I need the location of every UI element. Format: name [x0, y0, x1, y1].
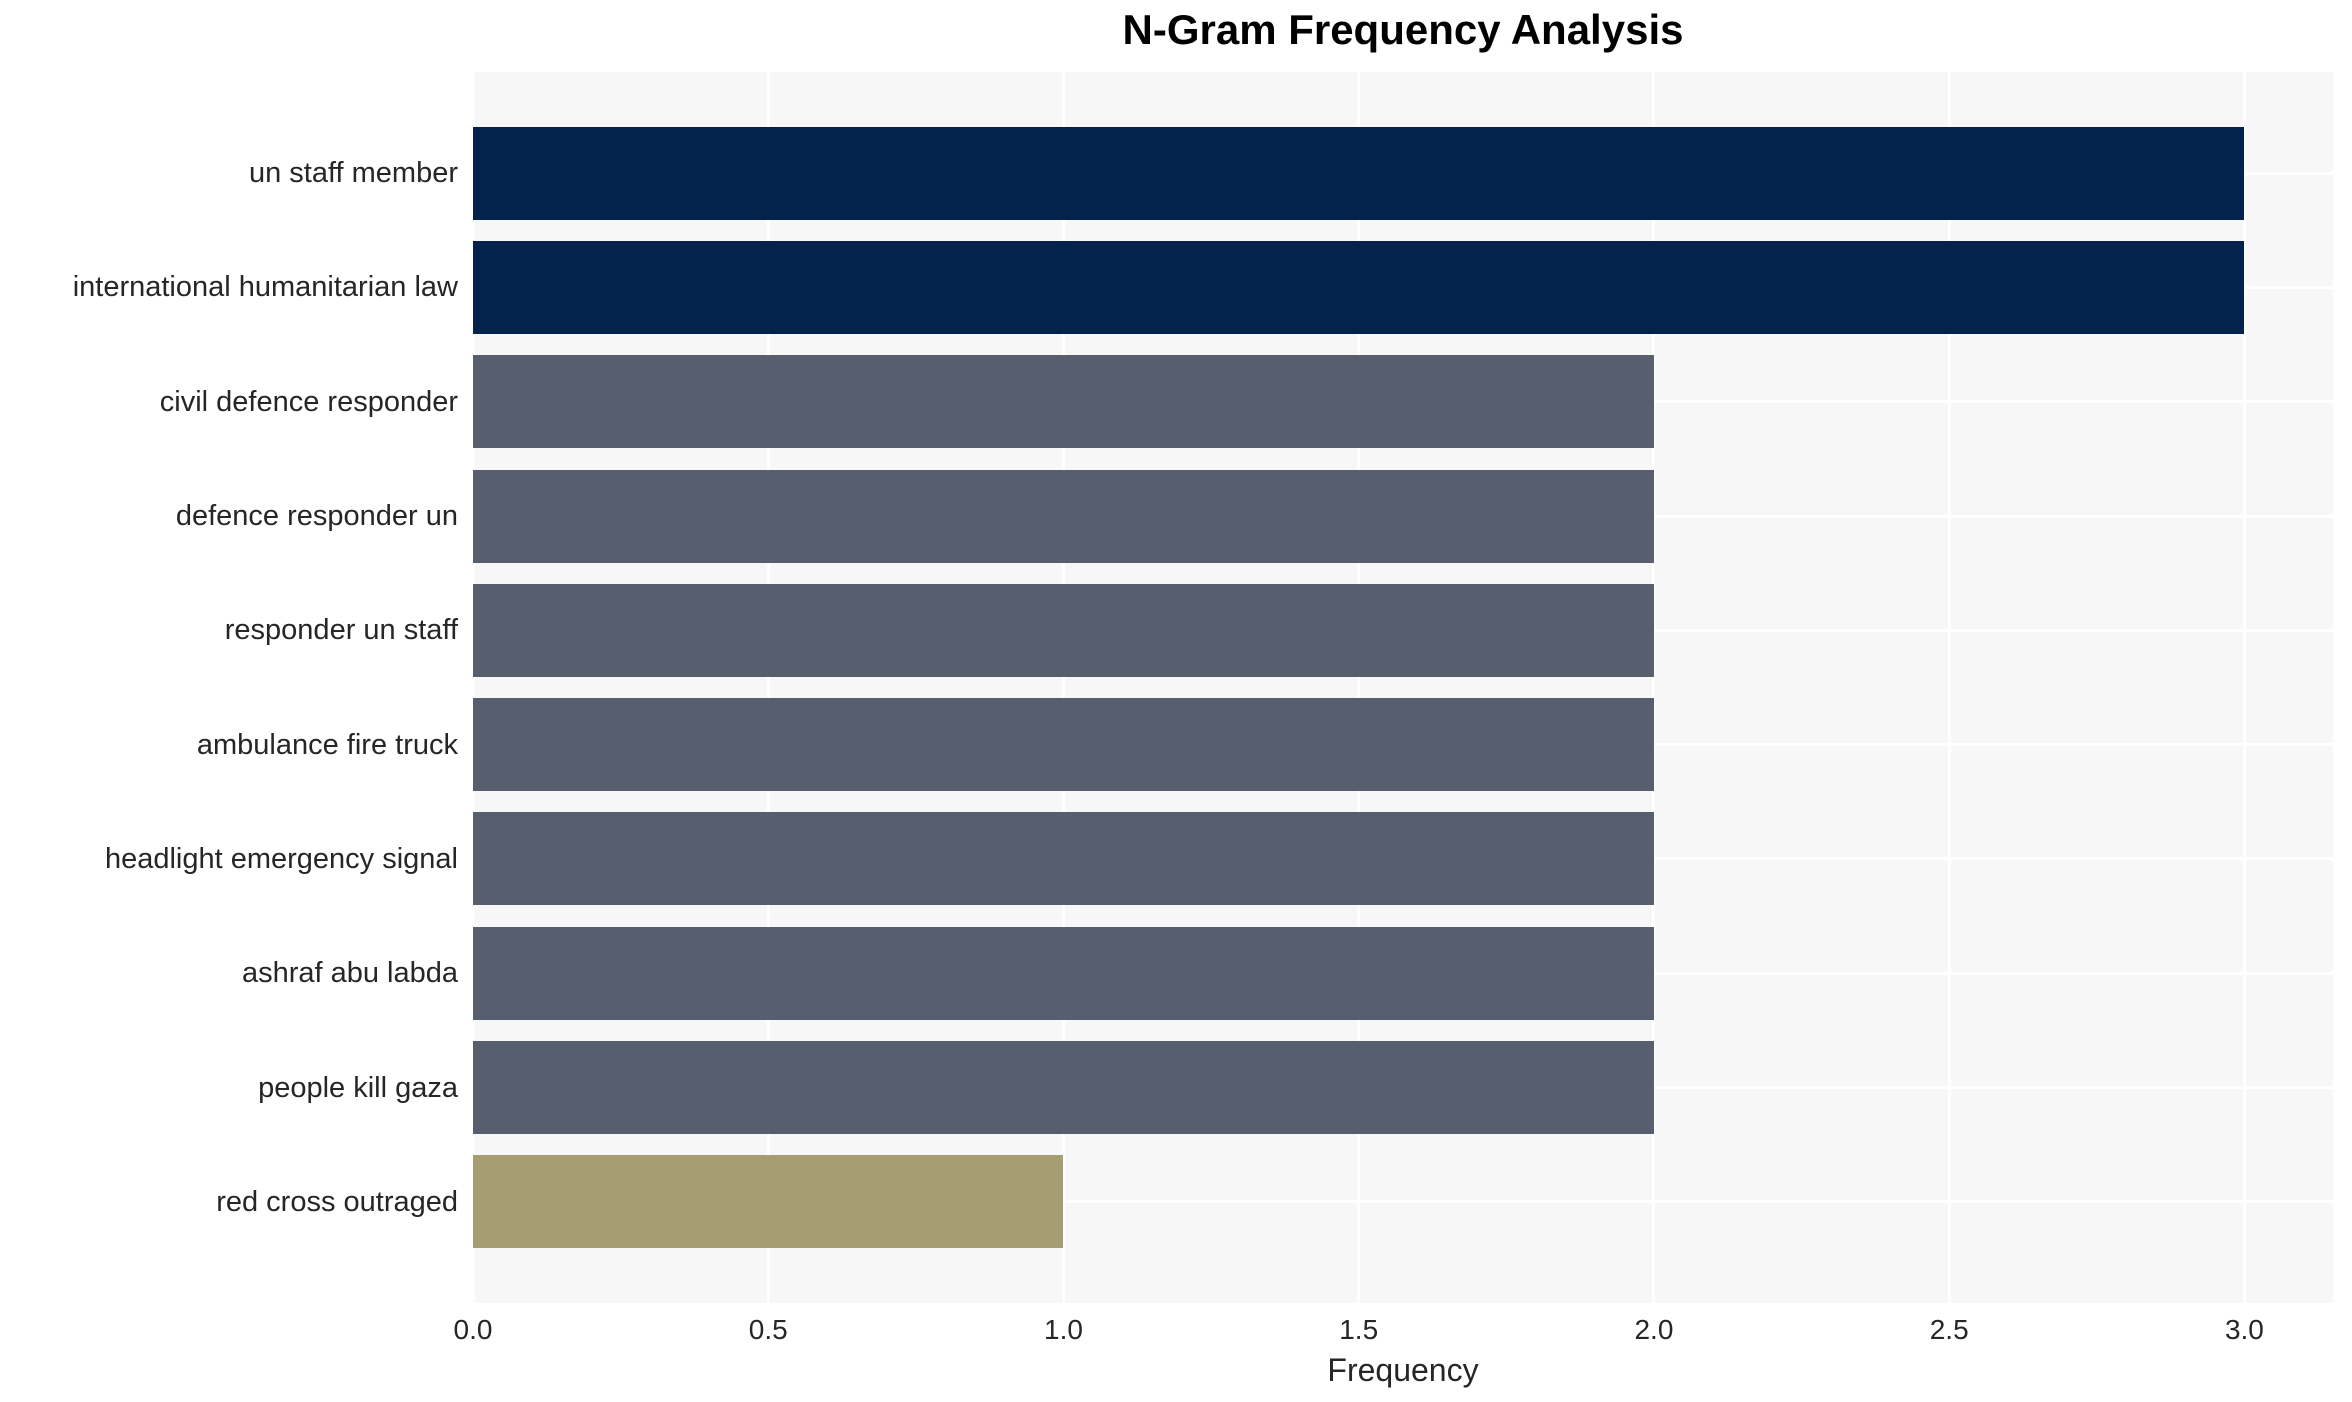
- bar-ashraf-abu-labda: [473, 927, 1654, 1020]
- x-tick-label: 2.0: [1634, 1314, 1674, 1345]
- bar-headlight-emergency-signal: [473, 812, 1654, 905]
- y-category-label: defence responder un: [175, 500, 458, 532]
- bar-red-cross-outraged: [473, 1155, 1063, 1248]
- x-gridline: [1948, 72, 1951, 1303]
- bar-civil-defence-responder: [473, 355, 1654, 448]
- plot-area: [472, 72, 2333, 1303]
- x-gridline: [472, 72, 475, 1303]
- y-category-label: responder un staff: [224, 614, 458, 646]
- bar-ambulance-fire-truck: [473, 698, 1654, 791]
- y-category-label: international humanitarian law: [72, 271, 458, 303]
- x-tick-label: 3.0: [2224, 1314, 2264, 1345]
- x-gridline: [767, 72, 770, 1303]
- bar-responder-un-staff: [473, 584, 1654, 677]
- y-category-label: people kill gaza: [258, 1072, 458, 1104]
- y-category-label: ashraf abu labda: [241, 957, 458, 989]
- x-tick-label: 2.5: [1929, 1314, 1969, 1345]
- y-category-label: headlight emergency signal: [104, 843, 458, 875]
- x-tick-label: 1.0: [1044, 1314, 1083, 1345]
- x-tick-label: 0.5: [748, 1314, 788, 1345]
- y-category-label: un staff member: [248, 157, 458, 189]
- x-tick-label: 1.5: [1339, 1314, 1379, 1345]
- x-gridline: [1062, 72, 1065, 1303]
- bar-defence-responder-un: [473, 470, 1654, 563]
- x-gridline: [2243, 72, 2246, 1303]
- bar-people-kill-gaza: [473, 1041, 1654, 1134]
- bar-un-staff-member: [473, 127, 2244, 220]
- y-category-label: red cross outraged: [216, 1186, 458, 1218]
- y-category-label: civil defence responder: [159, 386, 458, 418]
- x-gridline: [1652, 72, 1655, 1303]
- y-category-label: ambulance fire truck: [196, 729, 458, 761]
- x-gridline: [1357, 72, 1360, 1303]
- bar-international-humanitarian-law: [473, 241, 2244, 334]
- y-gridline: [473, 1200, 2333, 1203]
- x-axis-label: Frequency: [1327, 1352, 1479, 1388]
- chart-title: N-Gram Frequency Analysis: [1122, 6, 1684, 53]
- x-tick-label: 0.0: [453, 1314, 493, 1345]
